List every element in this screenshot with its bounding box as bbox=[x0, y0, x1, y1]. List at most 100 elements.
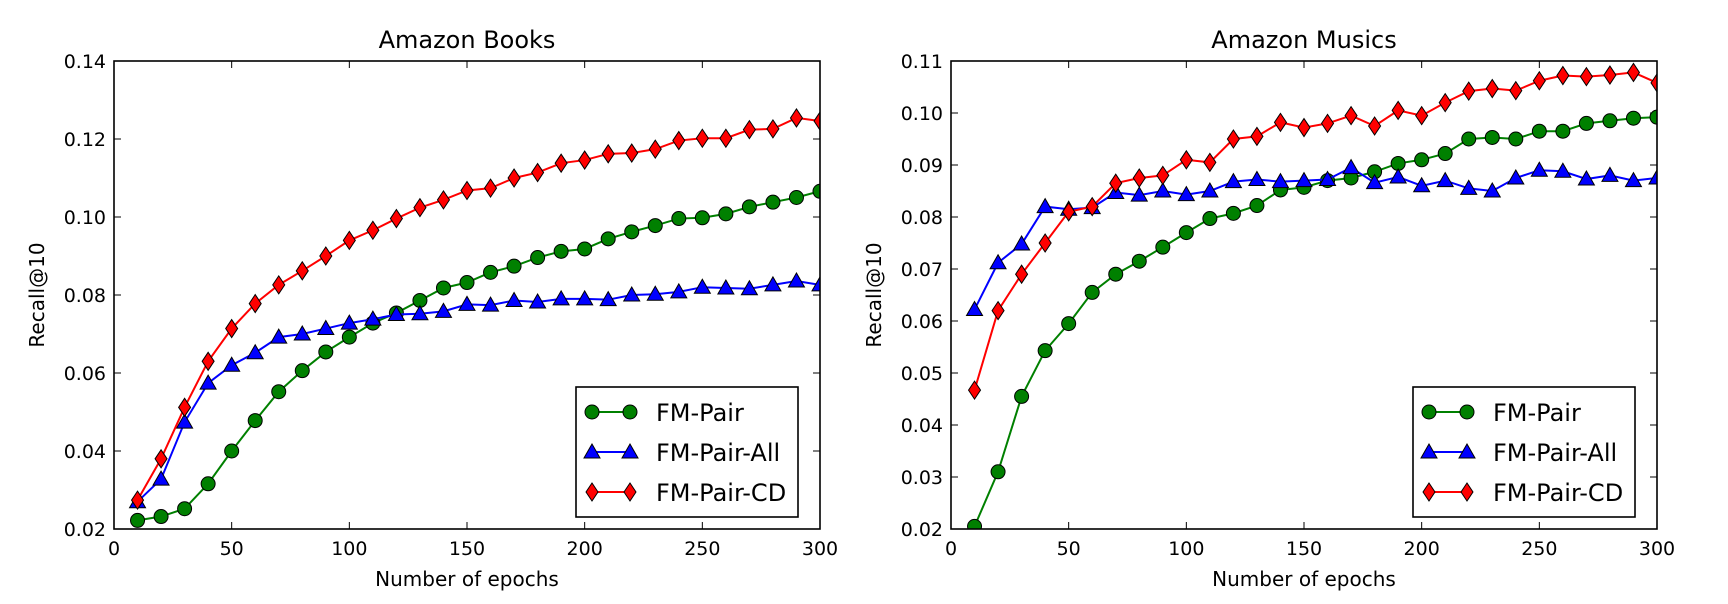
data-point-triangle bbox=[740, 279, 759, 296]
data-point-diamond bbox=[1367, 116, 1382, 136]
y-tick-label: 0.04 bbox=[64, 441, 106, 463]
legend-entry-label: FM-Pair-All bbox=[1493, 439, 1617, 467]
series-line bbox=[973, 71, 1657, 391]
data-point-circle bbox=[341, 329, 357, 345]
data-point-triangle bbox=[1389, 167, 1407, 184]
legend-marker-circle bbox=[584, 404, 600, 420]
legend-marker-triangle bbox=[583, 442, 601, 459]
data-point-diamond bbox=[1344, 105, 1358, 126]
x-axis-label: Number of epochs bbox=[1212, 567, 1396, 591]
series-fm-pair bbox=[130, 183, 820, 528]
data-point-circle bbox=[130, 512, 146, 528]
data-point-triangle bbox=[340, 314, 359, 330]
data-point-circle bbox=[1414, 152, 1430, 168]
data-point-circle bbox=[224, 443, 240, 459]
data-point-circle bbox=[1178, 225, 1194, 241]
data-point-circle bbox=[1555, 123, 1571, 139]
data-point-triangle bbox=[1153, 181, 1172, 198]
data-point-circle bbox=[1649, 109, 1657, 125]
legend-marker-triangle bbox=[1420, 442, 1438, 459]
legend-entry-label: FM-Pair bbox=[1493, 399, 1581, 427]
data-point-diamond bbox=[225, 318, 239, 339]
data-point-diamond bbox=[366, 220, 380, 241]
data-point-circle bbox=[671, 211, 687, 227]
data-point-diamond bbox=[967, 380, 982, 401]
data-point-diamond bbox=[1014, 264, 1029, 285]
data-point-circle bbox=[1014, 388, 1030, 404]
x-tick-label: 250 bbox=[1521, 538, 1557, 560]
legend-marker-circle bbox=[1459, 404, 1475, 420]
data-point-circle bbox=[153, 509, 169, 525]
y-tick-label: 0.10 bbox=[901, 103, 943, 125]
data-point-diamond bbox=[742, 119, 757, 140]
data-point-triangle bbox=[599, 290, 618, 307]
y-tick-label: 0.04 bbox=[901, 415, 943, 437]
x-tick-label: 300 bbox=[1639, 538, 1675, 560]
legend-marker-diamond bbox=[1460, 482, 1474, 502]
data-point-diamond bbox=[436, 189, 451, 210]
data-point-circle bbox=[1484, 129, 1500, 145]
data-point-diamond bbox=[672, 130, 686, 151]
data-point-diamond bbox=[389, 208, 404, 229]
y-tick-label: 0.02 bbox=[64, 519, 106, 541]
data-point-diamond bbox=[1556, 65, 1570, 86]
data-point-triangle bbox=[1224, 172, 1243, 189]
data-point-circle bbox=[435, 280, 451, 296]
y-tick-label: 0.14 bbox=[64, 51, 106, 73]
data-point-diamond bbox=[1226, 129, 1241, 149]
series-line bbox=[973, 166, 1657, 311]
data-point-triangle bbox=[669, 282, 688, 299]
data-point-diamond bbox=[1250, 126, 1264, 147]
data-point-diamond bbox=[1415, 105, 1429, 126]
data-point-circle bbox=[600, 231, 616, 247]
data-point-triangle bbox=[1624, 171, 1643, 188]
legend-entry-label: FM-Pair-CD bbox=[656, 479, 786, 507]
legend-marker-diamond bbox=[623, 482, 637, 502]
data-point-diamond bbox=[248, 293, 262, 314]
data-point-circle bbox=[294, 363, 310, 379]
data-point-triangle bbox=[1012, 235, 1031, 251]
data-point-circle bbox=[1249, 198, 1265, 214]
data-point-diamond bbox=[530, 162, 545, 183]
y-tick-label: 0.11 bbox=[901, 51, 943, 73]
data-point-diamond bbox=[1391, 100, 1405, 121]
data-point-circle bbox=[624, 224, 640, 240]
legend-entry-label: FM-Pair-All bbox=[656, 439, 780, 467]
data-point-circle bbox=[1061, 316, 1077, 332]
data-point-triangle bbox=[1459, 179, 1478, 195]
data-point-diamond bbox=[578, 150, 592, 170]
data-point-triangle bbox=[505, 291, 523, 307]
data-point-circle bbox=[765, 194, 781, 210]
data-point-circle bbox=[1202, 211, 1218, 227]
data-point-triangle bbox=[1530, 161, 1549, 177]
data-point-diamond bbox=[991, 300, 1005, 321]
data-point-diamond bbox=[1485, 78, 1499, 99]
data-point-diamond bbox=[789, 108, 804, 128]
data-point-diamond bbox=[648, 139, 662, 160]
data-point-diamond bbox=[813, 111, 820, 131]
y-tick-label: 0.06 bbox=[64, 363, 106, 385]
data-point-diamond bbox=[295, 260, 309, 281]
data-point-diamond bbox=[1156, 165, 1170, 186]
data-point-triangle bbox=[293, 324, 312, 341]
y-tick-label: 0.05 bbox=[901, 363, 943, 385]
data-point-diamond bbox=[1085, 196, 1099, 217]
data-point-circle bbox=[1508, 131, 1524, 147]
data-point-triangle bbox=[764, 275, 782, 292]
data-point-diamond bbox=[1320, 113, 1335, 134]
x-tick-label: 250 bbox=[684, 538, 720, 560]
y-axis-label: Recall@10 bbox=[25, 242, 49, 347]
series-fm-pair-cd bbox=[967, 62, 1657, 401]
data-point-circle bbox=[647, 218, 663, 234]
data-point-triangle bbox=[1412, 176, 1431, 193]
data-point-circle bbox=[1084, 284, 1100, 300]
data-point-triangle bbox=[1648, 168, 1657, 185]
data-point-triangle bbox=[1177, 185, 1196, 202]
data-point-diamond bbox=[554, 153, 568, 174]
data-point-circle bbox=[1131, 253, 1147, 269]
x-tick-label: 200 bbox=[567, 538, 603, 560]
chart-title: Amazon Musics bbox=[1211, 26, 1396, 54]
data-point-triangle bbox=[646, 285, 665, 301]
legend-marker-triangle bbox=[621, 442, 639, 459]
